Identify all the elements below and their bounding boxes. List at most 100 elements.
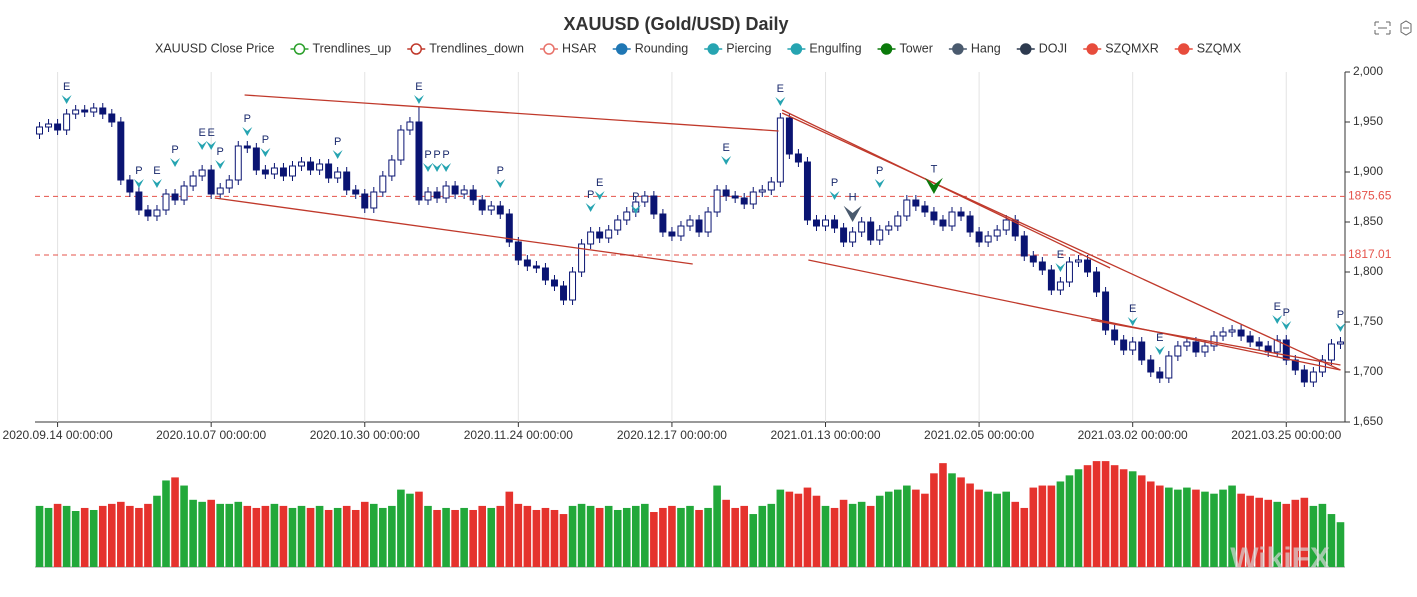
- candle-body: [894, 215, 902, 227]
- candle-body: [1138, 341, 1146, 361]
- candle-body: [487, 205, 495, 211]
- volume-bar: [541, 507, 550, 567]
- volume-bar: [1318, 503, 1327, 567]
- x-tick-label: 2021.03.02 00:00:00: [1078, 428, 1188, 442]
- candle-body: [153, 209, 161, 217]
- pattern-marker: [332, 150, 343, 159]
- volume-bar: [1300, 497, 1309, 567]
- volume-bar: [306, 507, 315, 567]
- candle-body: [424, 191, 432, 201]
- volume-bar: [44, 507, 53, 567]
- pattern-label: E: [596, 177, 603, 189]
- candle-body: [1337, 341, 1344, 345]
- volume-bar: [839, 499, 848, 567]
- candle-body: [343, 171, 351, 191]
- volume-bar: [460, 507, 468, 567]
- candle-body: [677, 225, 685, 237]
- volume-bar: [270, 503, 279, 567]
- volume-bar: [496, 505, 505, 567]
- candle-body: [903, 199, 911, 217]
- volume-bar: [171, 477, 179, 567]
- candle-body: [433, 191, 441, 199]
- volume-bar: [857, 501, 866, 567]
- candle-body: [1075, 259, 1082, 263]
- volume-bar: [1183, 487, 1191, 567]
- candle-body: [731, 195, 739, 199]
- pattern-marker: [924, 177, 943, 194]
- volume-bar: [198, 501, 206, 567]
- candle-body: [523, 259, 531, 267]
- volume-bar: [406, 493, 414, 567]
- candle-body: [849, 231, 857, 243]
- pattern-marker: [829, 191, 840, 200]
- zoom-icon[interactable]: [1374, 21, 1391, 35]
- candle-body: [912, 199, 920, 207]
- volume-bar: [903, 485, 911, 567]
- candle-body: [713, 189, 721, 213]
- level-label: 1875.65: [1348, 189, 1392, 203]
- pattern-label: E: [1156, 332, 1163, 344]
- candle-body: [126, 179, 134, 193]
- candle-body: [72, 109, 80, 115]
- candle-body: [1065, 261, 1073, 283]
- candle-body: [605, 229, 613, 239]
- volume-bar: [713, 485, 721, 567]
- candle-body: [1084, 259, 1091, 273]
- volume-bar: [379, 507, 387, 567]
- pattern-marker: [441, 163, 452, 172]
- candle-body: [686, 219, 694, 227]
- pattern-label: P: [876, 165, 883, 177]
- candle-body: [1056, 281, 1064, 291]
- volume-bar: [577, 503, 586, 567]
- volume-bar: [830, 507, 839, 567]
- volume-bar: [144, 503, 152, 567]
- volume-bar: [442, 507, 450, 567]
- pattern-label: E: [63, 81, 70, 93]
- volume-bar: [261, 505, 270, 567]
- volume-bar: [1137, 475, 1146, 567]
- y-tick-label: 2,000: [1353, 64, 1383, 78]
- pattern-marker: [874, 179, 885, 188]
- volume-bar: [966, 483, 974, 567]
- candle-body: [623, 211, 631, 221]
- legend-marker: [293, 43, 306, 55]
- volume-bar: [1264, 499, 1273, 567]
- candle-body: [650, 195, 658, 215]
- legend-label: Tower: [900, 41, 933, 55]
- volume-bar: [1002, 491, 1011, 567]
- candle-body: [1273, 339, 1281, 353]
- trendline: [808, 259, 1341, 371]
- volume-bar: [975, 489, 983, 567]
- pattern-label: P: [433, 149, 440, 161]
- pattern-label: P: [497, 165, 504, 177]
- candle-body: [90, 107, 98, 113]
- candle-body: [451, 185, 459, 195]
- volume-bar: [695, 509, 703, 567]
- y-tick-label: 1,950: [1353, 114, 1383, 128]
- trendline: [781, 112, 1341, 371]
- volume-bar: [749, 514, 758, 567]
- volume-bar: [478, 505, 487, 567]
- candle-body: [415, 121, 423, 201]
- volume-bar: [216, 503, 225, 567]
- legend-marker: [410, 43, 422, 55]
- volume-bar: [921, 493, 929, 567]
- candle-body: [334, 171, 342, 179]
- pattern-label: P: [334, 136, 341, 148]
- volume-bar: [1201, 491, 1209, 567]
- volume-bar: [1219, 489, 1227, 567]
- toolbox[interactable]: [1374, 20, 1412, 36]
- candle-body: [813, 219, 820, 227]
- volume-bar: [117, 501, 125, 567]
- candle-body: [541, 267, 549, 281]
- candle-body: [704, 211, 712, 233]
- pattern-marker: [1335, 323, 1346, 332]
- legend-marker: [952, 43, 964, 55]
- trendline: [214, 197, 693, 265]
- candle-body: [1282, 339, 1290, 361]
- restore-icon[interactable]: [1400, 20, 1412, 36]
- candle-body: [587, 231, 595, 245]
- volume-bar: [866, 505, 875, 567]
- volume-bar: [1146, 481, 1155, 567]
